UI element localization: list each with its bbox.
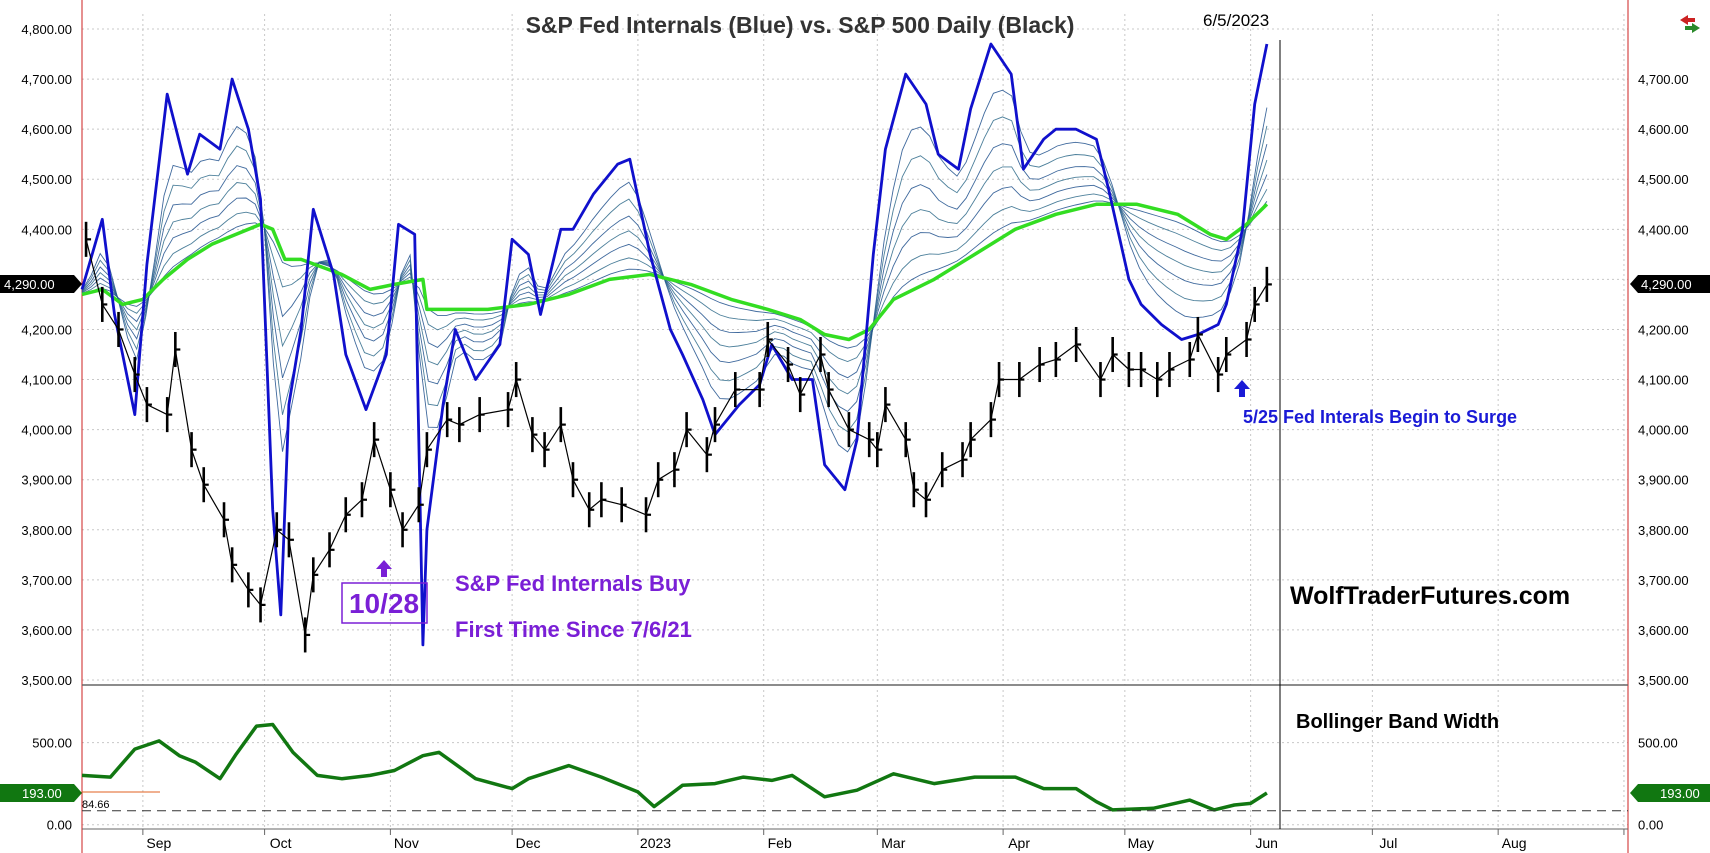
- bbw-y-tick-right: 500.00: [1638, 736, 1678, 751]
- ribbon-line: [81, 159, 1268, 395]
- x-tick-label: 2023: [640, 835, 671, 851]
- ribbon-line: [81, 89, 1268, 453]
- price-tag-left: 4,290.00: [0, 275, 82, 293]
- bbw-panel-label: Bollinger Band Width: [1296, 711, 1499, 733]
- y-tick-right: 3,500.00: [1638, 673, 1689, 688]
- buy-date-label: 10/28: [349, 588, 419, 619]
- x-tick-label: Aug: [1502, 835, 1527, 851]
- x-tick-label: May: [1128, 835, 1154, 851]
- main-panel-grid: [82, 14, 1628, 835]
- y-tick-left: 3,500.00: [21, 673, 72, 688]
- x-tick-label: Sep: [146, 835, 171, 851]
- bbw-tag-right: 193.00: [1630, 784, 1710, 802]
- buy-signal-line2: First Time Since 7/6/21: [455, 617, 692, 642]
- surge-arrow-icon: [1234, 380, 1250, 397]
- y-tick-left: 4,600.00: [21, 122, 72, 137]
- y-tick-left: 4,500.00: [21, 172, 72, 187]
- x-tick-label: Feb: [768, 835, 792, 851]
- y-tick-left: 3,900.00: [21, 473, 72, 488]
- refresh-arrows-icon[interactable]: [1680, 15, 1700, 33]
- y-tick-left: 4,400.00: [21, 222, 72, 237]
- chart-title: S&P Fed Internals (Blue) vs. S&P 500 Dai…: [526, 12, 1075, 38]
- average-line-layer: [81, 202, 1269, 342]
- bbw-line: [81, 722, 1268, 812]
- y-tick-right: 4,100.00: [1638, 373, 1689, 388]
- price-bars-layer: [84, 221, 1272, 653]
- y-tick-left: 4,000.00: [21, 423, 72, 438]
- x-tick-label: Apr: [1008, 835, 1030, 851]
- bbw-line-layer: [81, 722, 1268, 812]
- ribbon-line: [81, 143, 1268, 412]
- price-tag-right: 4,290.00: [1630, 275, 1710, 293]
- buy-arrow-icon: [376, 560, 392, 577]
- buy-date-box: [341, 582, 428, 624]
- bbw-reference-label: 84.66: [82, 799, 110, 811]
- ribbon-line: [81, 116, 1268, 433]
- bbw-tag-left: 193.00: [0, 784, 82, 802]
- x-tick-labels: Sep Oct Nov Dec 2023 Feb Mar Apr May Jun Jul Aug: [146, 835, 1526, 851]
- ribbon-line: [81, 188, 1268, 362]
- x-tick-label: Mar: [881, 835, 905, 851]
- internals-line-layer: [80, 42, 1269, 647]
- y-tick-right: 4,500.00: [1638, 172, 1689, 187]
- y-tick-left: 3,600.00: [21, 623, 72, 638]
- bbw-panel-grid: [82, 690, 1628, 828]
- y-tick-left: 4,700.00: [21, 72, 72, 87]
- svg-text:193.00: 193.00: [1660, 786, 1700, 801]
- y-tick-right: 4,000.00: [1638, 423, 1689, 438]
- x-tick-label: Oct: [270, 835, 292, 851]
- bbw-y-tick-right: 0.00: [1638, 818, 1663, 833]
- average-line: [81, 202, 1269, 342]
- svg-text:193.00: 193.00: [22, 786, 62, 801]
- x-tick-label: Jul: [1379, 835, 1397, 851]
- y-tick-right: 4,700.00: [1638, 72, 1689, 87]
- buy-signal-line1: S&P Fed Internals Buy: [455, 571, 691, 596]
- y-tick-left: 4,200.00: [21, 322, 72, 337]
- date-label: 6/5/2023: [1203, 11, 1269, 30]
- surge-annotation: 5/25 Fed Interals Begin to Surge: [1243, 407, 1517, 427]
- x-tick-label: Nov: [394, 835, 419, 851]
- y-tick-right: 4,200.00: [1638, 322, 1689, 337]
- svg-text:4,290.00: 4,290.00: [1641, 277, 1692, 292]
- y-tick-right: 4,400.00: [1638, 222, 1689, 237]
- brand-watermark: WolfTraderFutures.com: [1290, 582, 1570, 610]
- y-tick-left: 4,800.00: [21, 22, 72, 37]
- y-tick-left: 4,100.00: [21, 373, 72, 388]
- y-tick-right: 3,600.00: [1638, 623, 1689, 638]
- y-tick-labels: 3,500.00 3,500.00 3,600.00 3,600.00 3,700.00…: [21, 22, 1688, 833]
- svg-text:4,290.00: 4,290.00: [4, 277, 55, 292]
- y-tick-right: 3,800.00: [1638, 523, 1689, 538]
- x-tick-label: Dec: [516, 835, 541, 851]
- y-tick-left: 3,700.00: [21, 573, 72, 588]
- y-tick-left: 3,800.00: [21, 523, 72, 538]
- bbw-y-tick-left: 500.00: [32, 736, 72, 751]
- x-tick-label: Jun: [1255, 835, 1278, 851]
- bbw-y-tick-left: 0.00: [47, 818, 72, 833]
- y-tick-right: 4,600.00: [1638, 122, 1689, 137]
- y-tick-right: 3,700.00: [1638, 573, 1689, 588]
- internals-line: [80, 42, 1269, 647]
- y-tick-right: 3,900.00: [1638, 473, 1689, 488]
- ribbon-line: [81, 174, 1268, 379]
- price-line: [85, 239, 1268, 636]
